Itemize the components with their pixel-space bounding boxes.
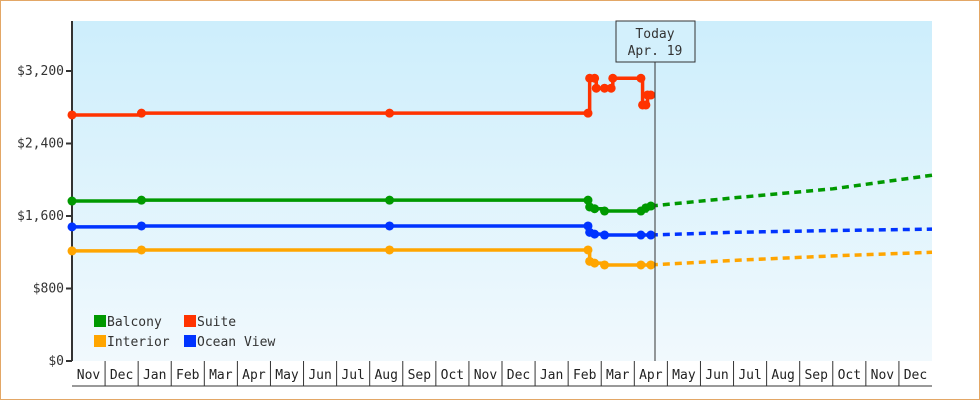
x-axis: Nov Dec Jan Feb Mar Apr May Jun Jul Aug Sep Oct Nov D… — [72, 361, 932, 387]
x-month-label: Feb — [573, 368, 597, 383]
x-month-label: Jun — [308, 368, 331, 383]
x-month-label: Jun — [705, 368, 728, 383]
x-month-label: Nov — [77, 368, 101, 383]
series-lines — [67, 73, 933, 270]
data-point[interactable] — [636, 230, 646, 240]
plot-area — [72, 21, 932, 361]
today-marker: Today Apr. 19 — [615, 20, 696, 361]
data-point[interactable] — [641, 100, 651, 110]
x-month-label: Oct — [838, 368, 861, 383]
x-month-label: Sep — [408, 368, 432, 383]
y-tick-label: $2,400 — [17, 137, 64, 152]
legend-label: Balcony — [107, 315, 162, 330]
x-month-label: Jul — [341, 368, 364, 383]
data-point[interactable] — [67, 196, 77, 206]
legend-item-balcony[interactable]: Balcony — [94, 315, 162, 330]
x-month-label: Apr — [639, 368, 663, 383]
data-point[interactable] — [136, 245, 146, 255]
data-point[interactable] — [606, 83, 616, 93]
legend: Balcony Suite Interior Ocean View — [94, 315, 275, 350]
series-ocean-view — [67, 221, 933, 240]
data-point[interactable] — [636, 260, 646, 270]
data-point[interactable] — [591, 83, 601, 93]
data-point[interactable] — [583, 108, 593, 118]
forecast-line — [650, 173, 933, 208]
y-tick-label: $800 — [33, 282, 64, 297]
x-month-label: Oct — [441, 368, 464, 383]
data-point[interactable] — [590, 258, 600, 268]
today-label: Today — [635, 27, 674, 42]
data-point[interactable] — [67, 246, 77, 256]
legend-swatch — [184, 335, 196, 347]
data-point[interactable] — [67, 110, 77, 120]
x-month-label: Nov — [474, 368, 498, 383]
data-point[interactable] — [636, 73, 646, 83]
legend-swatch — [94, 335, 106, 347]
legend-swatch — [184, 315, 196, 327]
y-tick-label: $1,600 — [17, 209, 64, 224]
legend-item-interior[interactable]: Interior — [94, 335, 170, 350]
x-month-label: Nov — [871, 368, 895, 383]
data-point[interactable] — [600, 83, 610, 93]
data-point[interactable] — [590, 229, 600, 239]
legend-item-suite[interactable]: Suite — [184, 315, 236, 330]
data-point[interactable] — [67, 222, 77, 232]
x-month-label: Dec — [507, 368, 530, 383]
x-month-label: May — [275, 368, 299, 383]
x-month-label: Feb — [176, 368, 200, 383]
x-month-label: Jul — [738, 368, 761, 383]
data-point[interactable] — [646, 90, 656, 100]
x-month-label: Apr — [242, 368, 266, 383]
series-suite — [67, 73, 656, 120]
data-point[interactable] — [590, 204, 600, 214]
legend-label: Suite — [197, 315, 236, 330]
legend-swatch — [94, 315, 106, 327]
data-point[interactable] — [385, 221, 395, 231]
data-point[interactable] — [600, 206, 610, 216]
x-month-label: Mar — [209, 368, 233, 383]
x-month-label: Jan — [540, 368, 563, 383]
data-point[interactable] — [136, 108, 146, 118]
x-month-label: Jan — [143, 368, 166, 383]
data-point[interactable] — [583, 245, 593, 255]
x-month-label: Aug — [374, 368, 397, 383]
data-point[interactable] — [608, 73, 618, 83]
data-point[interactable] — [590, 73, 600, 83]
x-month-label: Mar — [606, 368, 630, 383]
legend-label: Ocean View — [197, 335, 275, 350]
x-month-label: Sep — [804, 368, 828, 383]
forecast-line — [650, 227, 933, 237]
x-month-label: May — [672, 368, 696, 383]
legend-item-ocean-view[interactable]: Ocean View — [184, 335, 275, 350]
data-point[interactable] — [583, 195, 593, 205]
today-box — [615, 20, 696, 63]
data-point[interactable] — [385, 245, 395, 255]
data-point[interactable] — [136, 195, 146, 205]
today-date: Apr. 19 — [628, 44, 683, 59]
x-month-label: Dec — [110, 368, 133, 383]
data-point[interactable] — [136, 221, 146, 231]
series-interior — [67, 245, 933, 270]
data-point[interactable] — [385, 108, 395, 118]
forecast-line — [650, 250, 933, 267]
y-tick-label: $0 — [48, 354, 64, 369]
data-point[interactable] — [600, 260, 610, 270]
legend-label: Interior — [107, 335, 170, 350]
data-point[interactable] — [385, 195, 395, 205]
x-month-label: Dec — [904, 368, 927, 383]
x-month-label: Aug — [771, 368, 794, 383]
y-tick-label: $3,200 — [17, 64, 64, 79]
data-point[interactable] — [600, 230, 610, 240]
series-balcony — [67, 173, 933, 216]
y-axis: $0 $800 $1,600 $2,400 $3,200 — [17, 21, 73, 369]
